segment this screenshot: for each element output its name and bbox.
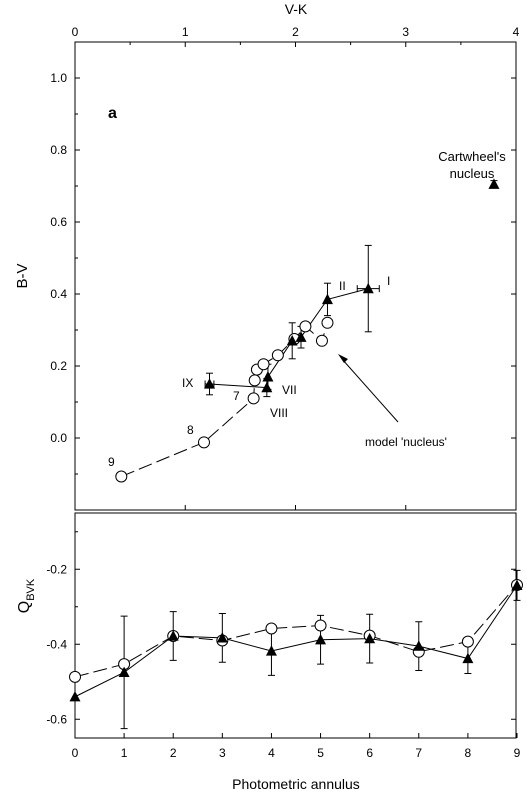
model-nucleus-arrow-line [341,358,399,423]
q-observed-point [216,632,228,643]
bottom-y-tick-label: -0.2 [46,562,67,576]
bottom-x-axis-label: Photometric annulus [232,776,360,792]
model-point [197,436,210,449]
annotation-model-nucleus: model 'nucleus' [365,435,447,449]
top-x-tick-label: 1 [182,25,189,39]
label-num-9: 9 [108,455,115,469]
bottom-x-tick-label: 7 [415,746,422,760]
model-point [115,470,128,483]
q-model-point [461,635,474,648]
observed-point [261,381,273,393]
q-observed-point [511,579,523,591]
label-roman-VII: VII [282,383,297,397]
bottom-x-tick-label: 3 [219,746,226,760]
bottom-x-tick-label: 6 [366,746,373,760]
bottom-y-axis-label: QBVK [16,578,37,613]
bottom-axes: 0 1 2 3 4 5 6 7 8 9 -0.6 -0.4 -0.2 [46,531,521,760]
q-model-point [69,670,81,683]
bottom-y-tick-label: -0.4 [46,637,67,651]
top-y-tick-label: 0.0 [50,431,67,445]
bottom-y-axis-label-sub: BVK [25,578,37,601]
bottom-x-tick-label: 1 [121,746,128,760]
label-num-7: 7 [233,389,240,403]
observed-point [362,282,374,294]
q-observed-line [74,585,518,698]
annotation-cartwheel-line2: nucleus [450,166,495,181]
bottom-plot-frame [74,512,517,739]
top-x-tick-label: 3 [402,25,409,39]
observed-point [295,331,307,342]
model-point [257,358,270,371]
bottom-x-tick-label: 5 [317,746,324,760]
label-roman-VIII: VIII [270,406,288,420]
observed-point [204,378,216,389]
label-num-8: 8 [187,423,194,437]
bottom-x-tick-label: 4 [268,746,275,760]
q-observed-point [118,666,130,678]
top-x-tick-label: 2 [292,25,299,39]
bottom-marks [69,569,523,730]
q-model-point [265,622,278,635]
q-model-point [314,619,327,632]
model-point [271,349,284,362]
model-point [321,316,334,329]
panel-label: a [108,105,117,122]
cartwheel-nucleus-point [488,178,500,189]
q-observed-point [167,630,179,641]
model-nucleus-arrow-head [338,354,348,363]
bottom-x-tick-label: 8 [465,746,472,760]
label-roman-II: II [339,279,346,293]
top-y-axis-label: B-V [14,263,31,288]
color-color-panel: 0 1 2 3 4 0.0 0.2 0.4 0.6 0.8 1.0 V-K B-V a Cartwh… [14,1,520,511]
annotation-cartwheel-line1: Cartwheel's [438,149,506,164]
observed-point [286,335,298,346]
model-point [247,392,260,405]
top-x-tick-label: 0 [72,25,79,39]
top-y-tick-label: 0.8 [50,143,67,157]
bottom-x-tick-label: 2 [170,746,177,760]
qbvk-panel: 0 1 2 3 4 5 6 7 8 9 -0.6 -0.4 -0.2 Photometric annul… [16,512,523,792]
top-marks [115,178,500,483]
q-observed-point [364,632,376,644]
q-observed-point [69,690,81,702]
q-observed-point [265,645,277,656]
label-roman-I: I [387,274,390,288]
q-observed-point [413,640,425,651]
observed-point [321,293,333,305]
q-model-line [74,584,518,678]
model-point [299,320,312,333]
top-x-axis-label: V-K [285,1,308,17]
svg-text:QBVK: QBVK [16,578,37,613]
q-observed-point [462,652,474,664]
top-y-tick-label: 1.0 [50,71,67,85]
top-y-tick-label: 0.6 [50,215,67,229]
top-plot-frame [74,41,517,511]
top-axes: 0 1 2 3 4 0.0 0.2 0.4 0.6 0.8 1.0 [50,25,520,510]
model-series-line [121,322,328,477]
observed-point [262,371,274,382]
top-x-tick-label: 4 [513,25,520,39]
model-point [315,334,328,347]
bottom-x-tick-label: 9 [514,746,521,760]
top-y-tick-label: 0.2 [50,359,67,373]
bottom-y-tick-label: -0.6 [46,712,67,726]
q-observed-point [315,633,327,645]
bottom-x-tick-label: 0 [72,746,79,760]
top-y-tick-label: 0.4 [50,287,67,301]
label-roman-IX: IX [182,376,193,390]
bottom-y-axis-label-main: Q [16,601,33,613]
model-point [248,374,261,387]
